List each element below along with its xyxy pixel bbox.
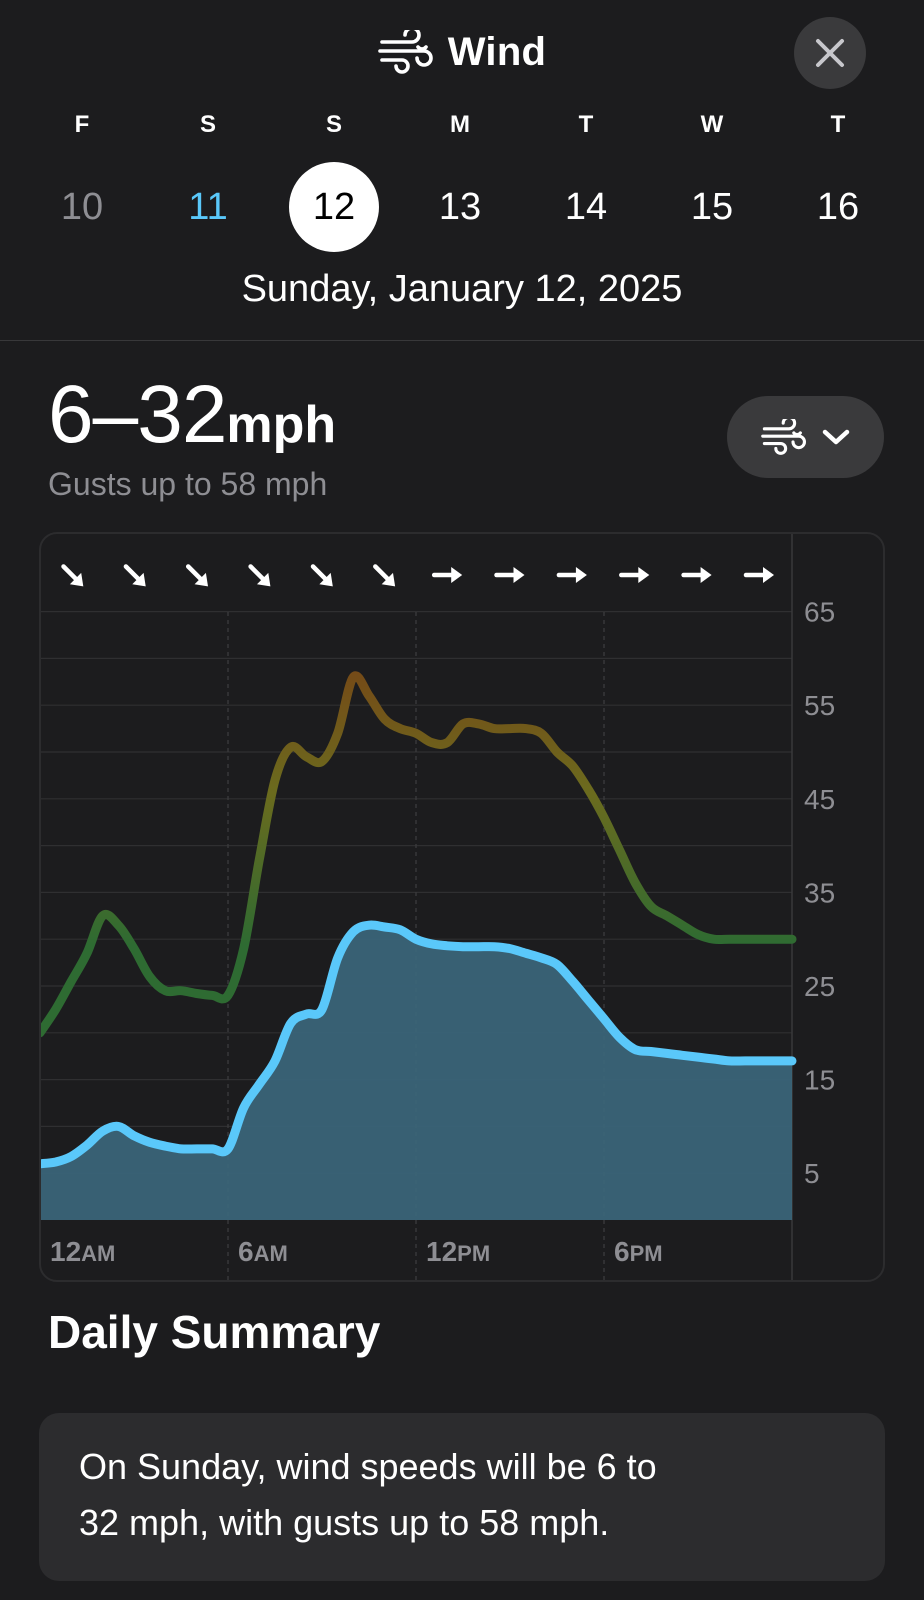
daily-summary-heading: Daily Summary (48, 1306, 381, 1358)
wind-direction-arrow (61, 564, 84, 587)
wind-chart[interactable]: 65 55 45 35 25 15 5 12AM 6AM 12PM 6PM (39, 532, 885, 1282)
day-of-week-label: F (74, 111, 90, 138)
wind-direction-arrow (431, 567, 463, 583)
wind-direction-arrow (123, 564, 146, 587)
wind-icon (760, 419, 806, 455)
day-wed-15[interactable]: W 15 (662, 110, 762, 270)
day-number: 15 (690, 186, 734, 228)
day-number: 13 (438, 186, 482, 228)
day-sat-11[interactable]: S 11 (158, 110, 258, 270)
day-selector: F 10 S 11 S 12 M 13 T 14 W 15 T 16 (20, 110, 904, 270)
selected-date: Sunday, January 12, 2025 (241, 268, 683, 310)
day-number: 16 (816, 186, 860, 228)
wind-speed-area (41, 925, 792, 1220)
metric-picker-button[interactable] (727, 396, 884, 478)
speed-range: 6–32mph (48, 370, 336, 460)
gusts-text: Gusts up to 58 mph (48, 466, 328, 502)
x-tick-label: 6PM (614, 1236, 663, 1267)
x-tick-label: 6AM (238, 1236, 288, 1267)
chevron-down-icon (822, 429, 849, 445)
y-tick-label: 5 (804, 1158, 820, 1189)
wind-direction-arrow (248, 564, 271, 587)
day-thu-16[interactable]: T 16 (788, 110, 888, 270)
day-number: 10 (60, 186, 104, 228)
y-tick-label: 35 (804, 877, 835, 908)
close-icon (816, 39, 844, 67)
day-number: 14 (564, 186, 608, 228)
day-of-week-label: T (578, 111, 594, 138)
speed-range-value: 6–32 (48, 369, 227, 460)
wind-direction-arrow (494, 567, 525, 583)
day-tue-14[interactable]: T 14 (536, 110, 636, 270)
wind-speed-line (41, 920, 797, 1169)
x-tick-label: 12PM (426, 1236, 490, 1267)
wind-direction-arrow (556, 567, 587, 583)
wind-icon (377, 30, 434, 74)
day-sun-12[interactable]: S 12 (284, 110, 384, 270)
gust-line (41, 671, 797, 1038)
day-number: 11 (188, 186, 228, 228)
day-fri-10[interactable]: F 10 (32, 110, 132, 270)
y-tick-label: 55 (804, 690, 835, 721)
day-of-week-label: M (450, 111, 470, 138)
y-tick-label: 45 (804, 784, 835, 815)
page-title: Wind (447, 29, 547, 74)
daily-summary-line: 32 mph, with gusts up to 58 mph. (79, 1502, 610, 1543)
speed-unit: mph (226, 396, 337, 454)
wind-chart-svg: 65 55 45 35 25 15 5 12AM 6AM 12PM 6PM (41, 534, 835, 1280)
wind-direction-arrow (185, 564, 209, 587)
day-number: 12 (289, 162, 379, 252)
title-row: Wind (0, 22, 924, 82)
day-of-week-label: S (199, 111, 216, 138)
header: Wind F 10 S 11 S 12 M 13 T 14 W (0, 0, 924, 341)
y-tick-label: 15 (804, 1065, 835, 1096)
wind-direction-arrow (310, 564, 333, 587)
day-of-week-label: W (700, 111, 724, 138)
wind-direction-arrow (619, 567, 650, 583)
close-button[interactable] (794, 17, 866, 89)
wind-direction-arrow (743, 567, 774, 583)
y-tick-label: 25 (804, 971, 835, 1002)
wind-direction-arrow (373, 564, 396, 587)
daily-summary-card: On Sunday, wind speeds will be 6 to 32 m… (39, 1413, 885, 1581)
wind-direction-arrow (681, 567, 712, 583)
day-of-week-label: S (325, 111, 342, 138)
x-tick-label: 12AM (50, 1236, 115, 1267)
daily-summary-line: On Sunday, wind speeds will be 6 to (79, 1446, 657, 1487)
y-tick-label: 65 (804, 597, 835, 628)
day-mon-13[interactable]: M 13 (410, 110, 510, 270)
day-of-week-label: T (830, 111, 846, 138)
